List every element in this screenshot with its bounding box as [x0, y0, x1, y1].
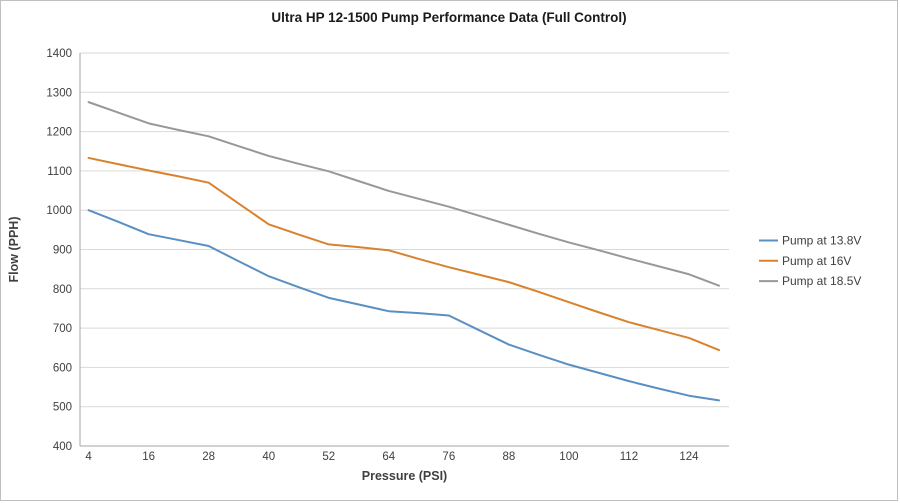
- svg-text:600: 600: [53, 362, 72, 374]
- svg-text:900: 900: [53, 245, 72, 257]
- svg-text:124: 124: [679, 451, 699, 463]
- svg-text:Pump at 18.5V: Pump at 18.5V: [782, 274, 861, 288]
- svg-text:88: 88: [502, 451, 515, 463]
- svg-text:800: 800: [53, 284, 72, 296]
- svg-text:Pump at 13.8V: Pump at 13.8V: [782, 234, 861, 248]
- svg-text:16: 16: [142, 451, 155, 463]
- svg-text:40: 40: [262, 451, 275, 463]
- svg-text:1400: 1400: [46, 48, 72, 60]
- svg-text:4: 4: [85, 451, 92, 463]
- svg-text:1100: 1100: [47, 166, 72, 178]
- svg-text:76: 76: [442, 451, 455, 463]
- svg-text:52: 52: [322, 451, 335, 463]
- svg-text:28: 28: [202, 451, 215, 463]
- svg-text:1000: 1000: [46, 205, 72, 217]
- svg-text:Flow (PPH): Flow (PPH): [7, 217, 21, 283]
- svg-text:400: 400: [53, 441, 72, 453]
- svg-text:Pump at 16V: Pump at 16V: [782, 254, 851, 268]
- svg-text:64: 64: [382, 451, 395, 463]
- svg-text:1200: 1200: [46, 127, 72, 139]
- svg-text:500: 500: [53, 402, 72, 414]
- svg-text:Pressure (PSI): Pressure (PSI): [362, 469, 447, 483]
- svg-text:100: 100: [559, 451, 578, 463]
- svg-text:112: 112: [620, 451, 638, 463]
- svg-text:1300: 1300: [46, 87, 72, 99]
- svg-text:700: 700: [53, 323, 72, 335]
